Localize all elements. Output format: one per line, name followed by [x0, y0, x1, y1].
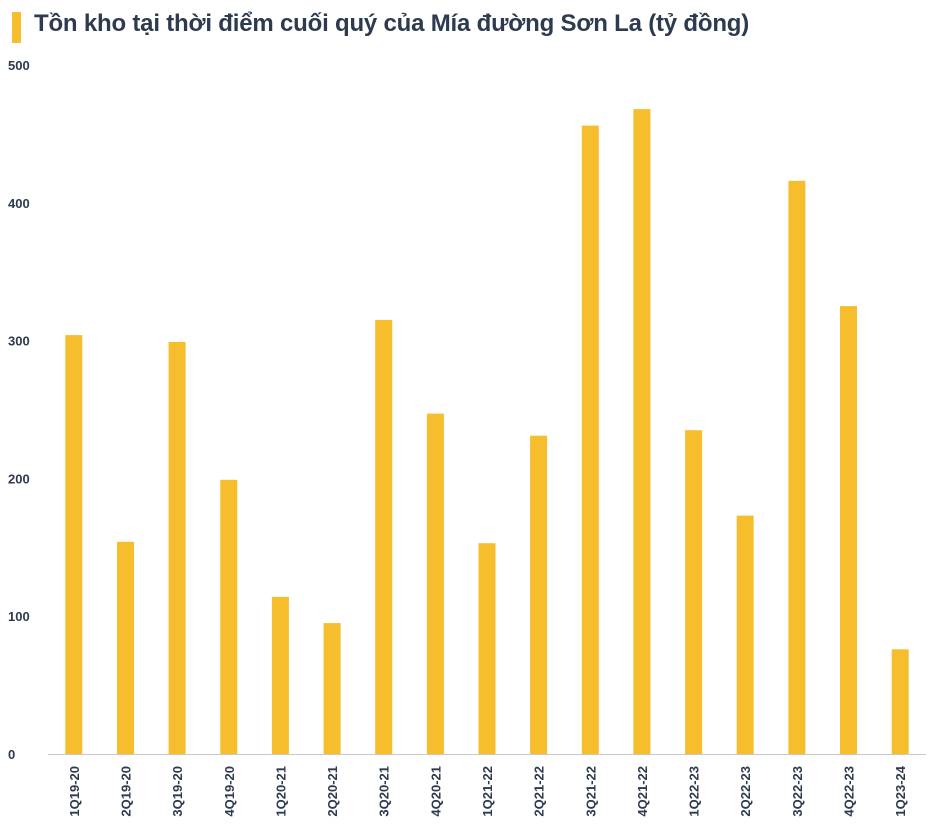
bar-1Q22-23 [685, 430, 703, 754]
bar-2Q19-20 [117, 541, 134, 754]
x-tick-label: 1Q19-20 [67, 766, 82, 817]
y-tick-label: 400 [8, 196, 30, 211]
chart-title: Tồn kho tại thời điểm cuối quý của Mía đ… [34, 10, 750, 37]
x-tick-label: 4Q20-21 [428, 766, 443, 817]
x-tick-label: 3Q20-21 [377, 766, 392, 817]
x-tick-label: 1Q21-22 [480, 766, 495, 817]
x-tick-label: 2Q21-22 [532, 766, 547, 817]
bar-4Q20-21 [426, 413, 444, 754]
x-tick-label: 1Q20-21 [273, 766, 288, 817]
y-tick-label: 100 [8, 609, 30, 624]
bar-1Q21-22 [478, 543, 496, 754]
bar-2Q21-22 [530, 435, 548, 754]
x-tick-label: 4Q22-23 [842, 766, 857, 817]
x-tick-label: 2Q20-21 [325, 766, 340, 817]
x-tick-label: 4Q21-22 [635, 766, 650, 817]
x-tick-label: 3Q22-23 [790, 766, 805, 817]
y-tick-label: 500 [8, 58, 30, 73]
bar-1Q20-21 [271, 596, 289, 754]
x-tick-label: 1Q22-23 [687, 766, 702, 817]
bars [65, 109, 909, 755]
y-tick-label: 200 [8, 471, 30, 486]
y-axis-ticks: 0 100 200 300 400 500 [8, 58, 30, 762]
bar-1Q23-24 [891, 649, 909, 754]
bar-3Q19-20 [168, 342, 186, 754]
x-axis-ticks: 1Q19-20 2Q19-20 3Q19-20 4Q19-20 1Q20-21 2Q20-… [67, 765, 908, 816]
x-tick-label: 2Q22-23 [738, 766, 753, 817]
x-tick-label: 1Q23-24 [893, 765, 908, 816]
x-tick-label: 4Q19-20 [222, 766, 237, 817]
bar-3Q22-23 [788, 180, 806, 755]
x-tick-label: 2Q19-20 [119, 766, 134, 817]
bar-1Q19-20 [65, 335, 83, 754]
x-tick-label: 3Q21-22 [583, 766, 598, 817]
title-accent-bar [12, 12, 21, 43]
x-tick-label: 3Q19-20 [170, 766, 185, 817]
bar-2Q22-23 [736, 515, 754, 754]
bar-2Q20-21 [323, 623, 341, 754]
bar-3Q20-21 [375, 319, 393, 754]
bar-4Q19-20 [220, 479, 238, 754]
bar-4Q21-22 [633, 109, 651, 755]
bar-4Q22-23 [840, 306, 857, 754]
bar-3Q21-22 [581, 125, 599, 755]
y-tick-label: 300 [8, 334, 30, 349]
y-tick-label: 0 [8, 747, 15, 762]
